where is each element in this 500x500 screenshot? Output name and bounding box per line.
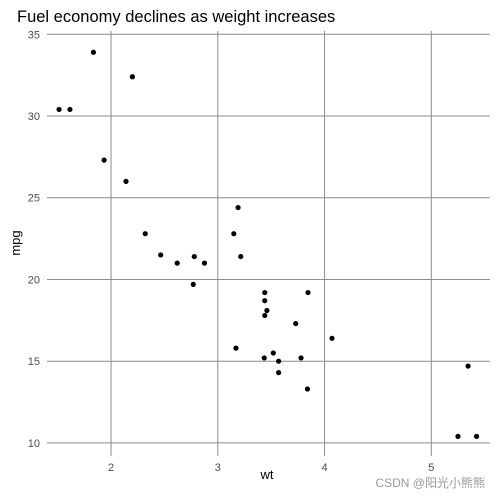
y-tick-label: 25 [28, 193, 40, 205]
data-point [174, 260, 180, 266]
data-point [276, 358, 282, 364]
data-point [129, 74, 135, 80]
x-tick-label: 5 [428, 462, 434, 474]
x-axis-title: wt [260, 467, 274, 482]
data-point [329, 335, 335, 341]
data-point [261, 355, 267, 361]
y-tick-labels: 10 15 20 25 30 35 [28, 29, 40, 450]
data-point [56, 106, 62, 113]
data-point [231, 231, 237, 237]
data-point [304, 386, 311, 392]
y-tick-label: 35 [28, 29, 40, 41]
data-point [264, 307, 270, 314]
y-tick-label: 30 [28, 111, 40, 123]
data-point [270, 350, 276, 356]
watermark: CSDN @阳光小熊熊 [375, 475, 485, 490]
x-tick-label: 2 [108, 462, 114, 474]
y-tick-label: 20 [28, 274, 40, 286]
data-point [305, 289, 311, 296]
data-point [262, 289, 268, 296]
y-tick-label: 10 [28, 438, 40, 450]
data-point [142, 231, 148, 237]
data-point [201, 260, 208, 266]
data-point [235, 204, 241, 211]
y-axis-title: mpg [8, 230, 23, 255]
data-point [465, 363, 471, 369]
data-point [123, 178, 129, 184]
data-point [238, 253, 244, 260]
data-point [101, 157, 107, 163]
data-point [158, 252, 164, 258]
data-point [262, 312, 268, 319]
data-point [455, 433, 461, 439]
x-tick-labels: 2 3 4 5 [108, 462, 434, 474]
x-tick-label: 3 [215, 462, 221, 474]
data-point [276, 370, 282, 376]
data-point [233, 345, 239, 351]
data-point [298, 355, 304, 361]
data-point [473, 433, 480, 439]
chart-title: Fuel economy declines as weight increase… [17, 8, 335, 26]
data-points [56, 49, 480, 439]
grid-lines [47, 31, 490, 456]
data-point [262, 298, 268, 304]
data-point [293, 320, 299, 327]
y-tick-label: 15 [28, 356, 40, 368]
x-tick-label: 4 [321, 462, 327, 474]
data-point [67, 106, 73, 113]
data-point [190, 281, 196, 287]
data-point [191, 253, 197, 260]
data-point [90, 49, 97, 55]
